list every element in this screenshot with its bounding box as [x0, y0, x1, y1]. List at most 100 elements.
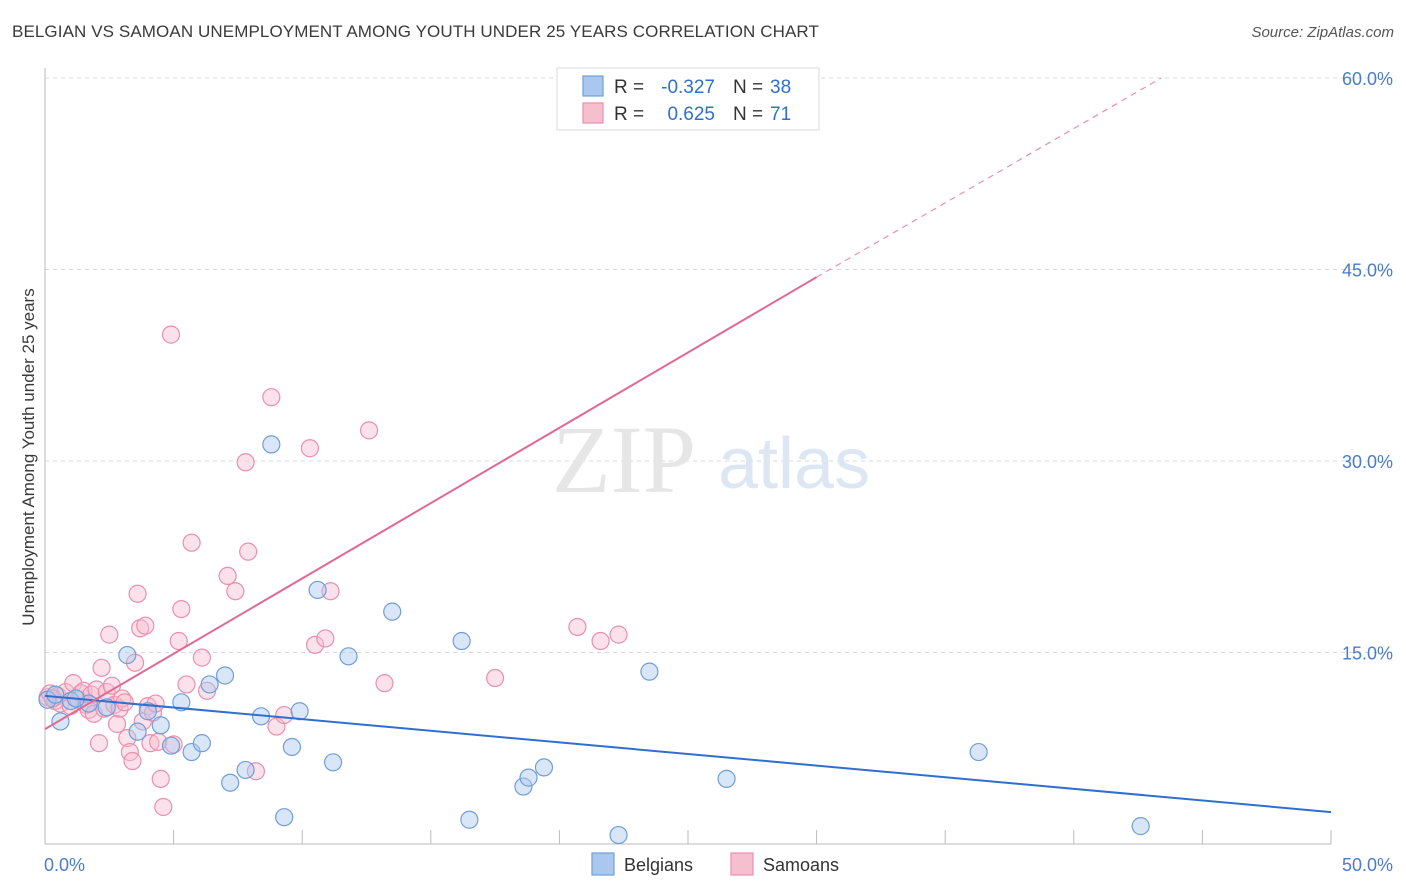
- samoan-point: [239, 542, 258, 561]
- samoan-point: [92, 658, 111, 677]
- axes: [44, 68, 1332, 845]
- belgian-point: [221, 773, 240, 792]
- samoan-point: [172, 599, 191, 619]
- samoan-point: [100, 625, 119, 644]
- belgian-point: [383, 602, 402, 621]
- samoan-point: [128, 584, 147, 603]
- belgian-point: [46, 685, 65, 704]
- belgian-point: [151, 716, 170, 735]
- samoans-series-swatch: [730, 852, 754, 876]
- samoans-n-label: N =: [733, 104, 763, 125]
- samoans-r-value: 0.625: [667, 104, 715, 125]
- belgian-point: [460, 810, 479, 829]
- belgian-point: [717, 769, 736, 788]
- belgian-point: [236, 760, 255, 780]
- tick-labels: 15.0% 30.0% 45.0% 60.0% 0.0% 50.0%: [44, 69, 1393, 875]
- samoan-point: [125, 653, 145, 672]
- x-tick-label-min: 0.0%: [44, 855, 85, 875]
- samoan-point: [118, 728, 137, 748]
- samoan-point: [609, 625, 628, 644]
- samoan-point: [305, 635, 325, 654]
- belgian-point: [172, 693, 191, 712]
- belgian-point: [262, 435, 281, 454]
- belgians-r-label: R =: [614, 77, 644, 98]
- samoans-points: [38, 79, 628, 817]
- belgian-point: [138, 702, 157, 721]
- belgian-point: [640, 662, 659, 681]
- samoan-point: [107, 714, 127, 734]
- y-axis-title: Unemployment Among Youth under 25 years: [19, 288, 38, 625]
- samoans-r-label: R =: [614, 104, 644, 125]
- samoan-point: [321, 582, 340, 601]
- samoan-point: [151, 769, 170, 788]
- samoan-point: [154, 797, 173, 817]
- samoan-point: [123, 751, 142, 771]
- y-tick-label: 45.0%: [1342, 261, 1393, 281]
- samoans-trend-line: [44, 276, 818, 730]
- belgian-point: [182, 742, 201, 762]
- belgian-point: [61, 691, 80, 711]
- samoan-point: [136, 616, 155, 635]
- series-legend: Belgians Samoans: [591, 852, 839, 876]
- samoan-point: [275, 705, 294, 725]
- samoan-point: [568, 617, 587, 637]
- samoans-series-label: Samoans: [763, 855, 839, 875]
- belgians-series-label: Belgians: [624, 855, 693, 875]
- source-label: Source: ZipAtlas.com: [1251, 24, 1394, 41]
- belgians-n-value: 38: [770, 77, 791, 98]
- samoan-point: [182, 533, 201, 552]
- samoan-point: [64, 674, 83, 693]
- belgian-point: [514, 777, 533, 796]
- grid-lines: [45, 77, 1392, 653]
- belgian-point: [519, 768, 538, 787]
- belgian-point: [161, 736, 181, 755]
- belgian-point: [290, 702, 309, 721]
- samoan-point: [218, 566, 237, 586]
- belgian-point: [308, 580, 327, 600]
- belgians-legend-swatch: [582, 75, 604, 97]
- samoans-legend-swatch: [582, 102, 604, 124]
- samoans-trend-extension: [816, 77, 1162, 278]
- belgian-point: [609, 825, 628, 845]
- chart-title: BELGIAN VS SAMOAN UNEMPLOYMENT AMONG YOU…: [12, 22, 819, 41]
- samoan-point: [375, 674, 394, 693]
- belgian-point: [215, 666, 235, 685]
- belgians-n-label: N =: [733, 77, 763, 98]
- belgians-points: [38, 435, 1150, 845]
- watermark-atlas: atlas: [718, 424, 870, 504]
- samoan-point: [236, 453, 255, 472]
- samoan-point: [131, 619, 150, 638]
- samoan-point: [141, 734, 160, 753]
- y-tick-label: 30.0%: [1342, 452, 1393, 472]
- belgian-point: [969, 742, 988, 762]
- belgians-r-value: -0.327: [661, 77, 715, 98]
- belgian-point: [1131, 817, 1150, 836]
- belgian-point: [275, 808, 294, 827]
- samoan-point: [591, 631, 610, 651]
- samoan-point: [226, 582, 245, 601]
- belgian-point: [323, 753, 343, 772]
- watermark: ZIP atlas: [552, 406, 870, 513]
- samoan-point: [169, 631, 188, 651]
- y-tick-label: 60.0%: [1342, 69, 1393, 89]
- samoan-point: [192, 648, 211, 667]
- samoan-point: [359, 421, 379, 440]
- samoan-point: [177, 675, 196, 694]
- belgian-point: [534, 758, 554, 777]
- belgian-point: [97, 698, 116, 717]
- samoan-point: [146, 694, 165, 713]
- samoan-point: [161, 325, 181, 344]
- samoans-n-value: 71: [770, 104, 791, 125]
- belgian-point: [282, 737, 302, 757]
- samoan-point: [300, 439, 320, 458]
- trend-lines: [44, 77, 1332, 814]
- belgian-point: [200, 675, 219, 694]
- belgian-point: [192, 734, 211, 753]
- samoan-point: [89, 734, 109, 753]
- belgians-trend-line: [44, 694, 1332, 814]
- belgian-point: [118, 645, 137, 665]
- belgian-point: [452, 631, 471, 651]
- belgian-point: [339, 647, 358, 666]
- samoan-point: [486, 668, 505, 688]
